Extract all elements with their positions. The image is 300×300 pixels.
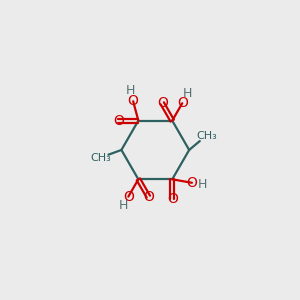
Text: H: H bbox=[126, 84, 135, 98]
Text: O: O bbox=[187, 176, 197, 190]
Text: H: H bbox=[198, 178, 207, 191]
Text: O: O bbox=[128, 94, 139, 108]
Text: H: H bbox=[118, 200, 128, 212]
Text: O: O bbox=[177, 96, 188, 110]
Text: CH₃: CH₃ bbox=[90, 153, 111, 163]
Text: O: O bbox=[113, 114, 124, 128]
Text: O: O bbox=[143, 190, 154, 204]
Text: O: O bbox=[157, 96, 168, 110]
Text: O: O bbox=[167, 192, 178, 206]
Text: H: H bbox=[183, 87, 192, 101]
Text: O: O bbox=[123, 190, 134, 204]
Text: CH₃: CH₃ bbox=[196, 130, 217, 141]
